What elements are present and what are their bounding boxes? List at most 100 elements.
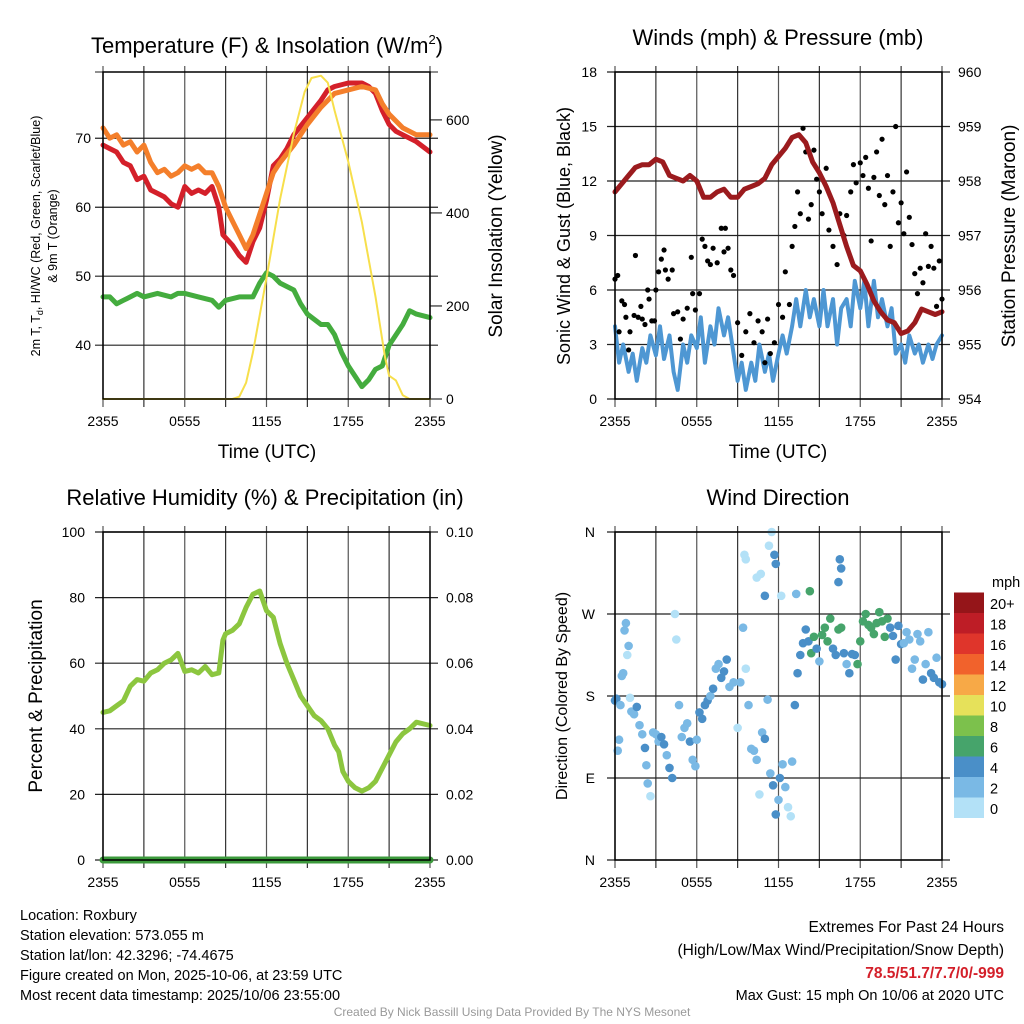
gust-point (645, 287, 651, 293)
y-tick-label: 40 (69, 721, 85, 737)
chart-title: Wind Direction (706, 485, 849, 510)
y-tick-label: 6 (589, 282, 597, 298)
y2-tick-label: 0.04 (446, 721, 473, 737)
direction-point (657, 732, 666, 742)
gust-point (819, 211, 825, 217)
y-tick-label: 40 (75, 337, 91, 353)
direction-point (749, 746, 759, 755)
gust-point (850, 162, 857, 168)
series-solar (102, 74, 431, 400)
colorbar-swatch (954, 777, 984, 798)
direction-point (635, 720, 644, 730)
direction-point (845, 668, 854, 678)
colorbar-swatch (954, 613, 984, 634)
direction-point (740, 550, 749, 560)
direction-point (783, 802, 793, 812)
gust-point (879, 136, 885, 142)
direction-point (875, 607, 884, 617)
gust-point (816, 189, 822, 195)
gust-point (688, 254, 694, 260)
direction-point (775, 773, 785, 783)
y-axis-label: Percent & Precipitation (26, 599, 47, 792)
gust-point (684, 305, 690, 311)
pressure-line (612, 132, 945, 337)
gust-point (848, 189, 854, 195)
chart-title: Relative Humidity (%) & Precipitation (i… (66, 485, 463, 510)
direction-point (771, 810, 781, 819)
gust-point (642, 321, 648, 328)
max-gust-text: Max Gust: 15 mph On 10/06 at 2020 UTC (735, 988, 1004, 1004)
gust-point (721, 249, 727, 255)
gust-point (662, 267, 669, 273)
x-axis-label: Time (UTC) (729, 442, 828, 463)
gust-point (928, 243, 934, 249)
gust-point (895, 220, 902, 226)
x-tick-label: 1155 (763, 413, 793, 429)
gust-point (931, 265, 937, 271)
y2-tick-label: 0.02 (446, 786, 473, 802)
gust-point (865, 185, 872, 191)
gust-point (707, 261, 713, 268)
direction-point (736, 678, 745, 687)
direction-point (905, 635, 914, 644)
colorbar-swatch (954, 674, 984, 695)
x-tick-label: 2355 (599, 413, 630, 429)
y-tick-label: E (586, 770, 595, 786)
gust-point (699, 236, 705, 242)
gust-point (615, 272, 621, 279)
colorbar-swatch (954, 715, 984, 736)
gust-point (661, 247, 667, 253)
direction-point (625, 693, 635, 703)
colorbar-swatch (954, 736, 984, 757)
colorbar-label: 8 (990, 720, 998, 736)
direction-point (738, 623, 748, 632)
gust-point (718, 225, 724, 231)
plot-border (102, 531, 431, 861)
direction-point (622, 650, 632, 660)
direction-point (869, 629, 879, 639)
gust-point (775, 301, 782, 308)
gust-point (755, 318, 761, 324)
direction-point (741, 664, 751, 673)
direction-point (836, 564, 846, 573)
gust-point (714, 260, 720, 266)
x-tick-label: 2355 (599, 874, 630, 890)
chart-title: Winds (mph) & Pressure (mb) (633, 25, 924, 50)
x-tick-label: 1755 (845, 874, 876, 890)
direction-point (682, 719, 692, 728)
direction-point (677, 732, 687, 742)
title-text: Temperature (F) & Insolation (W/m (91, 33, 428, 58)
gust-point (893, 123, 899, 130)
x-tick-label: 2355 (414, 413, 445, 429)
gust-point (868, 238, 874, 244)
colorbar-swatch (954, 654, 984, 675)
gust-point (762, 360, 768, 366)
gust-point (863, 154, 869, 160)
extremes-box: Extremes For Past 24 Hours (High/Low/Max… (678, 916, 1005, 1008)
gust-point (656, 269, 662, 275)
direction-point (883, 614, 892, 623)
y-tick-label: W (582, 606, 596, 622)
colorbar-label: 10 (990, 699, 1006, 715)
gust-point (730, 272, 737, 279)
direction-point (620, 626, 629, 635)
series-td (100, 270, 433, 390)
elevation-text: Station elevation: 573.055 m (20, 928, 204, 944)
direction-point (796, 650, 805, 660)
x-tick-label: 0555 (681, 413, 712, 429)
direction-point (719, 667, 729, 676)
panel-temperature: 2355 0555 1155 1755 2355 40 50 60 70 0 200 400 600 Te… (29, 32, 507, 463)
direction-point (744, 700, 753, 710)
gust-point (789, 243, 795, 249)
gust-point (626, 347, 632, 353)
y2-axis-label: Station Pressure (Maroon) (999, 125, 1020, 348)
direction-point (817, 630, 827, 640)
x-tick-label: 2355 (414, 874, 445, 890)
direction-point (674, 700, 684, 710)
direction-point (764, 541, 774, 550)
colorbar-swatch (954, 633, 984, 654)
direction-point (915, 637, 925, 646)
direction-point (891, 655, 900, 664)
direction-point (706, 691, 715, 701)
gust-point (771, 340, 778, 346)
